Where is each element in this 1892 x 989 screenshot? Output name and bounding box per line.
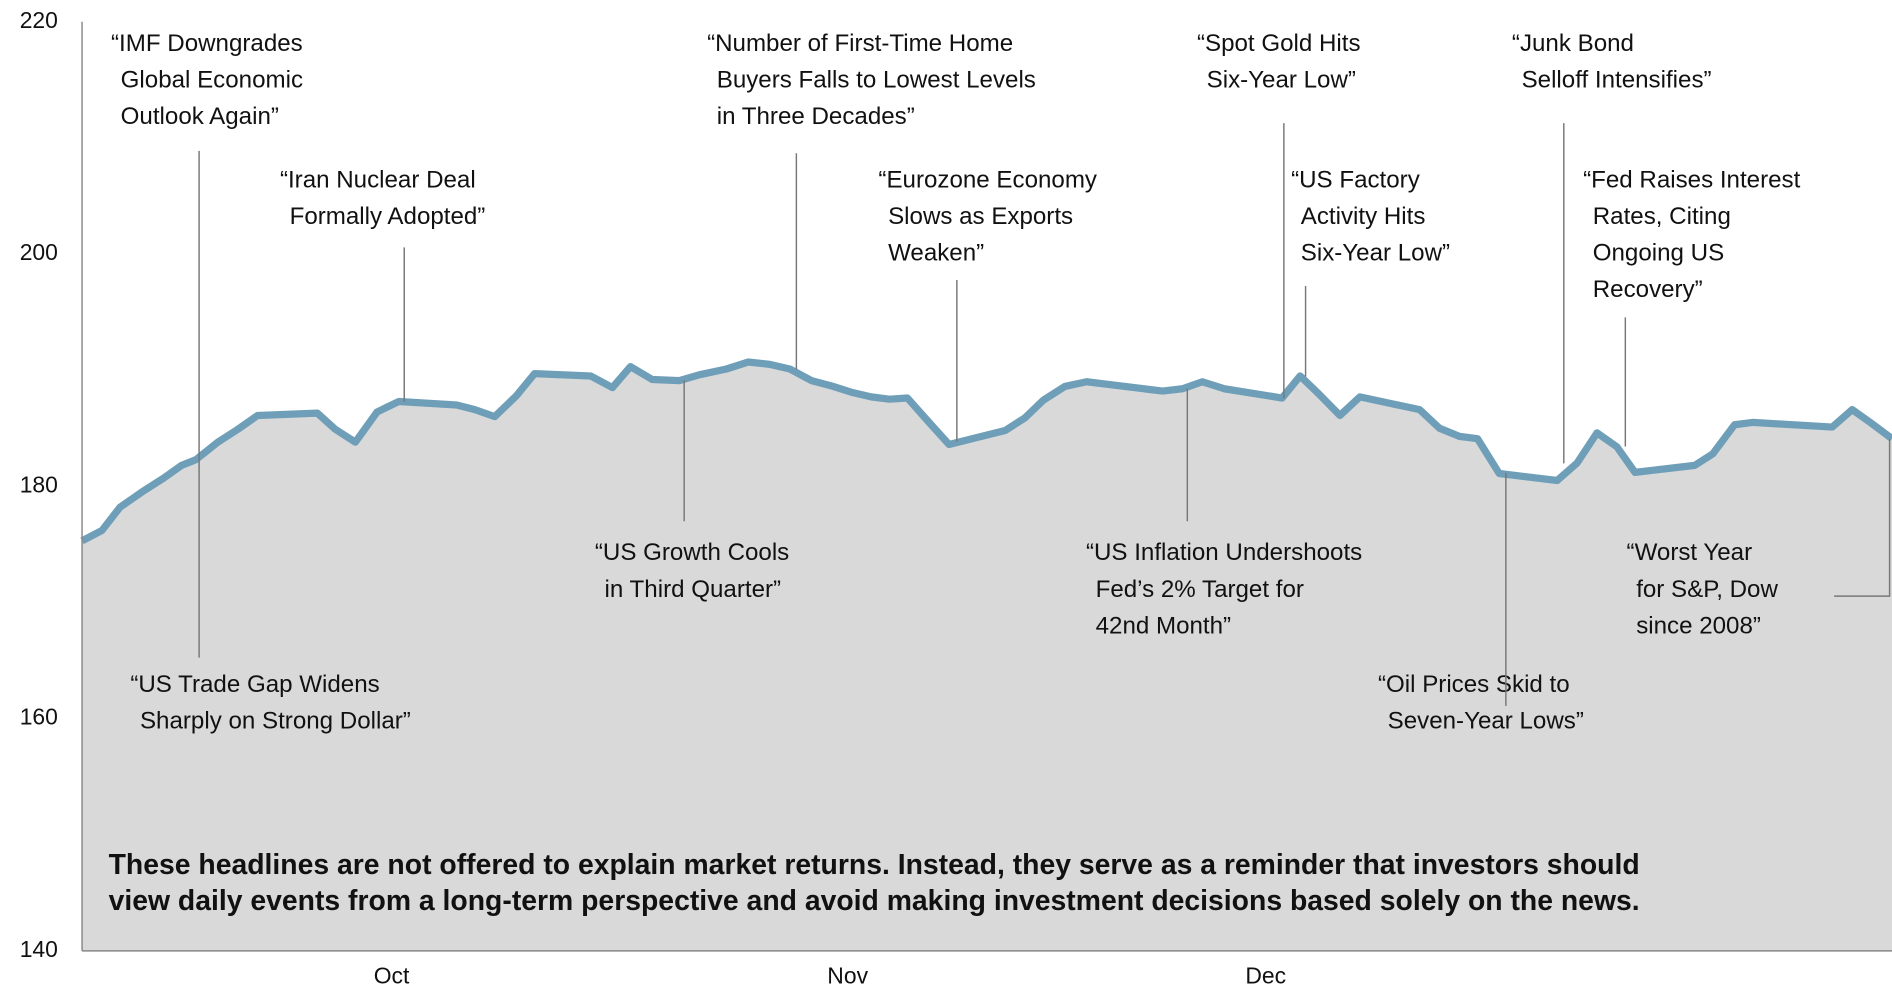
annotation-text: “US Growth Cools — [595, 539, 789, 566]
annotation-text: “Iran Nuclear Deal — [280, 166, 476, 193]
annotation-text: Buyers Falls to Lowest Levels — [717, 67, 1036, 94]
line — [80, 358, 1892, 545]
annotation-leader — [1834, 439, 1891, 597]
annotation-text: “Spot Gold Hits — [1197, 30, 1361, 57]
annotation-text: “IMF Downgrades — [111, 30, 303, 57]
annotation-text: “Junk Bond — [1512, 30, 1634, 57]
y-tick-label: 160 — [20, 704, 58, 730]
y-tick-label: 220 — [20, 7, 58, 33]
footnote: These headlines are not offered to expla… — [109, 849, 1640, 881]
y-tick-label: 180 — [20, 471, 58, 497]
annotation-text: 42nd Month” — [1096, 612, 1231, 639]
annotation-text: “Fed Raises Interest — [1583, 166, 1801, 193]
annotation-text: for S&P, Dow — [1636, 576, 1778, 603]
annotation-text: “Eurozone Economy — [878, 166, 1098, 193]
annotation-text: Rates, Citing — [1593, 203, 1731, 230]
x-tick-label: Nov — [827, 962, 868, 988]
y-tick-label: 140 — [20, 936, 58, 962]
footnote: view daily events from a long-term persp… — [109, 885, 1640, 917]
annotation-text: Six-Year Low” — [1301, 240, 1450, 267]
annotation-text: Formally Adopted” — [290, 203, 486, 230]
annotation-text: “Worst Year — [1627, 539, 1753, 566]
annotation-text: Slows as Exports — [888, 203, 1073, 230]
annotation-text: Activity Hits — [1301, 203, 1426, 230]
annotation-text: “Number of First-Time Home — [707, 30, 1013, 57]
annotation-text: Global Economic — [121, 67, 303, 94]
annotation-text: Outlook Again” — [121, 103, 279, 130]
annotation-text: since 2008” — [1636, 612, 1761, 639]
x-tick-label: Oct — [374, 962, 410, 988]
y-tick-label: 200 — [20, 239, 58, 265]
annotation-text: in Third Quarter” — [605, 576, 782, 603]
annotation-text: “US Inflation Undershoots — [1086, 539, 1362, 566]
annotation-text: Sharply on Strong Dollar” — [140, 707, 411, 734]
annotation-text: Recovery” — [1593, 276, 1703, 303]
x-tick-label: Dec — [1245, 962, 1286, 988]
annotation-text: “Oil Prices Skid to — [1378, 671, 1570, 698]
annotation-text: Ongoing US — [1593, 240, 1724, 267]
annotation-text: “US Trade Gap Widens — [130, 671, 379, 698]
annotation-text: Selloff Intensifies” — [1522, 67, 1712, 94]
area — [82, 362, 1892, 951]
annotation-text: Weaken” — [888, 240, 984, 267]
annotation-text: in Three Decades” — [717, 103, 915, 130]
annotation-text: “US Factory — [1291, 166, 1421, 193]
annotation-text: Six-Year Low” — [1207, 67, 1356, 94]
annotation-text: Seven-Year Lows” — [1388, 707, 1584, 734]
annotation-text: Fed’s 2% Target for — [1096, 576, 1304, 603]
